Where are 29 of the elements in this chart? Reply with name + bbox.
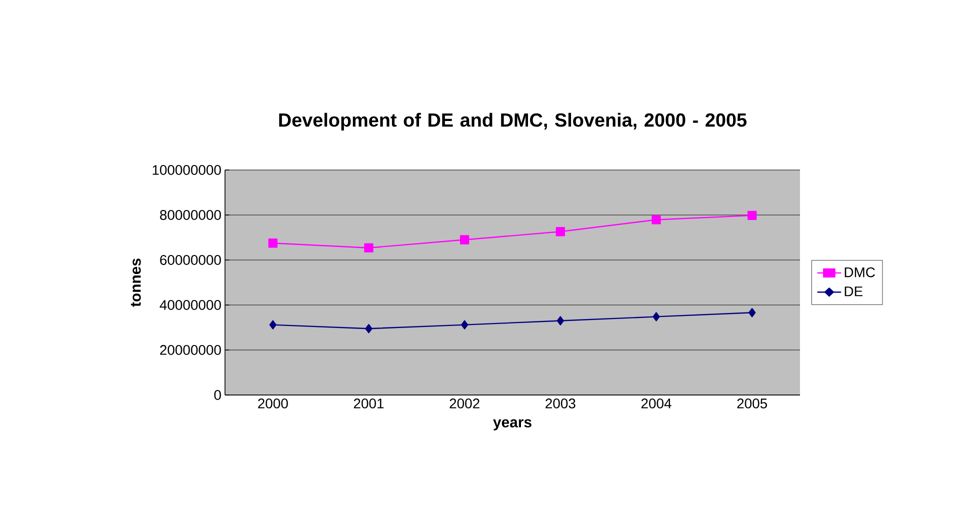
point: [460, 320, 468, 330]
legend-label: DMC: [844, 267, 875, 278]
y-tick-label: 0: [214, 390, 221, 400]
y-tick-label: 60000000: [160, 255, 221, 265]
point: [652, 312, 660, 322]
legend-label: DE: [844, 286, 862, 296]
x-tick-label: 2004: [641, 398, 672, 408]
y-tick-label: 80000000: [160, 210, 221, 220]
point: [268, 238, 278, 248]
point: [364, 243, 374, 252]
point: [556, 316, 564, 326]
point: [748, 210, 757, 220]
point: [460, 235, 470, 244]
chart-title: Development of DE and DMC, Slovenia, 2000 - 2005: [279, 112, 747, 130]
point: [748, 308, 756, 318]
point: [269, 320, 277, 330]
x-tick-label: 2002: [450, 398, 480, 408]
y-tick-label: 20000000: [160, 345, 221, 355]
point: [365, 324, 372, 334]
x-tick-label: 2000: [258, 398, 288, 408]
x-tick-label: 2003: [546, 398, 576, 408]
y-axis-title: tonnes: [130, 258, 141, 307]
x-tick-label: 2001: [354, 398, 384, 408]
y-tick-label: 100000000: [152, 165, 221, 175]
point: [652, 215, 661, 224]
y-tick-label: 40000000: [160, 300, 221, 310]
point: [556, 227, 565, 236]
x-axis-title: years: [493, 419, 532, 430]
x-tick-label: 2005: [737, 398, 768, 408]
